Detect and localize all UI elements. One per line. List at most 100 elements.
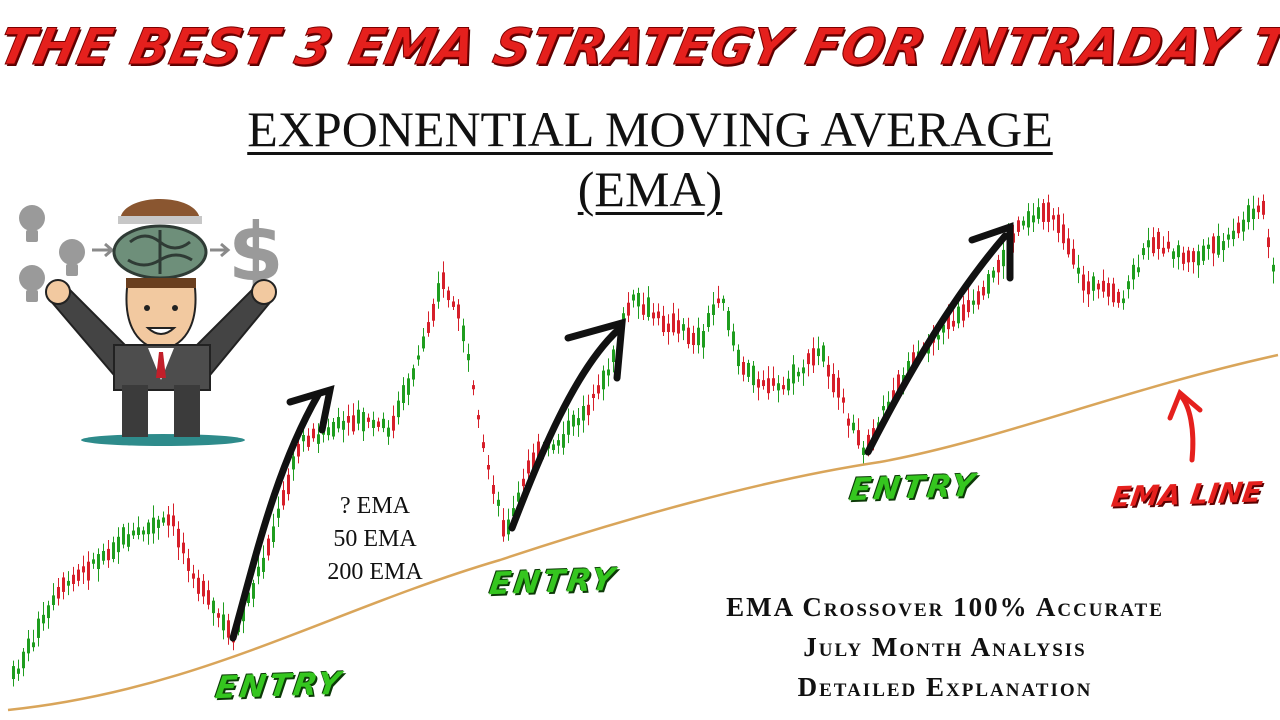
candle-body xyxy=(857,430,860,446)
candle-body xyxy=(302,434,305,442)
candle-body xyxy=(297,444,300,457)
candle-body xyxy=(17,668,20,674)
headline: THE BEST 3 EMA STRATEGY FOR INTRADAY TRA… xyxy=(0,18,1280,77)
candle-body xyxy=(442,272,445,290)
candle-body xyxy=(337,417,340,429)
candle-body xyxy=(87,561,90,581)
candle-body xyxy=(1257,205,1260,213)
candle-body xyxy=(872,428,875,439)
candle-body xyxy=(577,418,580,426)
candle-body xyxy=(512,508,515,517)
subtitle-line-1: EXPONENTIAL MOVING AVERAGE xyxy=(247,101,1053,157)
candle-body xyxy=(492,485,495,494)
candle-body xyxy=(642,304,645,315)
candle-body xyxy=(582,405,585,421)
candle-body xyxy=(467,354,470,361)
candle-body xyxy=(947,315,950,330)
candle-body xyxy=(192,573,195,579)
candle-body xyxy=(637,292,640,307)
candle-body xyxy=(572,414,575,427)
candle-body xyxy=(952,320,955,327)
candle-body xyxy=(632,294,635,301)
candle-body xyxy=(1227,234,1230,240)
candle-body xyxy=(1037,207,1040,219)
candle-body xyxy=(1047,202,1050,222)
candle-body xyxy=(987,274,990,294)
candle-body xyxy=(907,361,910,372)
candle-body xyxy=(552,444,555,451)
candle-body xyxy=(562,434,565,448)
candle-body xyxy=(1002,249,1005,267)
candle-body xyxy=(1082,274,1085,291)
candle-body xyxy=(477,415,480,420)
candle-body xyxy=(1062,224,1065,244)
candle-body xyxy=(197,577,200,594)
candle-body xyxy=(372,419,375,429)
candle-body xyxy=(982,286,985,296)
candle-body xyxy=(107,548,110,561)
candle-body xyxy=(517,492,520,502)
candle-body xyxy=(677,320,680,334)
arrowhead-2 xyxy=(564,318,626,382)
candle-body xyxy=(12,666,15,680)
candle-body xyxy=(612,349,615,363)
candle-body xyxy=(22,651,25,669)
arrowhead-3 xyxy=(968,222,1014,282)
candle-body xyxy=(817,348,820,357)
candle-body xyxy=(332,421,335,437)
candle-body xyxy=(762,380,765,387)
candle-body xyxy=(697,327,700,346)
candle-body xyxy=(327,427,330,436)
candle-body xyxy=(262,557,265,572)
candle-body xyxy=(1172,251,1175,259)
candle-body xyxy=(247,592,250,603)
candle-body xyxy=(717,298,720,304)
candle-body xyxy=(137,527,140,536)
candle-body xyxy=(967,300,970,313)
candle-body xyxy=(1102,280,1105,292)
candle-body xyxy=(842,397,845,403)
arrowhead-1 xyxy=(286,384,335,434)
candle-body xyxy=(462,325,465,342)
candle-body xyxy=(807,353,810,365)
ema-line-label: EMA LINE xyxy=(1109,475,1264,514)
candle-body xyxy=(367,417,370,422)
man-body xyxy=(45,279,277,437)
candle-body xyxy=(267,538,270,556)
candle-body xyxy=(407,378,410,395)
candle-body xyxy=(722,298,725,304)
candle-body xyxy=(1247,205,1250,223)
candle-body xyxy=(1217,235,1220,255)
candle-body xyxy=(77,569,80,581)
businessman-illustration: $ xyxy=(19,199,284,446)
ema-list-item: 50 EMA xyxy=(333,526,417,552)
candle-body xyxy=(787,378,790,391)
candle-body xyxy=(342,420,345,430)
candle-body xyxy=(712,304,715,315)
candle-body xyxy=(502,520,505,537)
candle-body xyxy=(812,348,815,366)
arrow-3 xyxy=(864,232,1009,456)
candle-body xyxy=(1157,231,1160,249)
candle-body xyxy=(62,577,65,592)
candle-body xyxy=(567,420,570,435)
candle-body xyxy=(832,373,835,393)
candle-body xyxy=(1237,222,1240,234)
candle-body xyxy=(147,522,150,535)
candle-body xyxy=(172,515,175,527)
candle-body xyxy=(252,583,255,599)
candle-body xyxy=(747,362,750,377)
candle-body xyxy=(292,456,295,470)
promo-line: EMA Crossover 100% Accurate xyxy=(726,592,1164,622)
entry-label: ENTRY xyxy=(847,467,980,509)
candle-body xyxy=(127,534,130,547)
candle-body xyxy=(42,614,45,624)
candle-body xyxy=(972,300,975,305)
brain-icon xyxy=(112,224,208,280)
candle-body xyxy=(397,400,400,418)
candle-body xyxy=(277,508,280,518)
candle-body xyxy=(1112,283,1115,303)
entry-label: ENTRY xyxy=(487,561,620,603)
candle-body xyxy=(767,378,770,394)
